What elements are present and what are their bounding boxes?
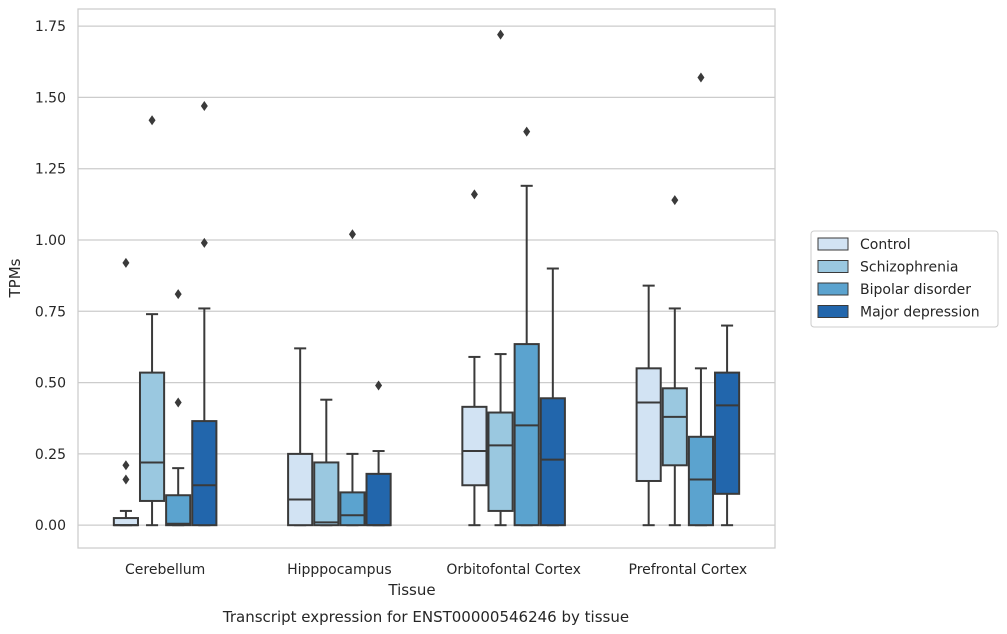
legend-label: Control <box>860 237 911 253</box>
box-body <box>513 343 540 527</box>
box-body <box>714 371 741 495</box>
box-body <box>461 405 488 487</box>
y-tick-label: 1.25 <box>35 162 66 178</box>
box-2-3 <box>539 267 566 527</box>
y-tick-label: 0.25 <box>35 447 66 463</box>
x-tick-labels: Cerebellum Hipppocampus Orbitofontal Corte… <box>125 562 747 578</box>
box-body <box>661 387 688 467</box>
plot-frame <box>77 8 776 549</box>
box-0-0 <box>112 257 139 527</box>
box-2-1 <box>487 29 514 527</box>
y-tick-labels: 0.00 0.25 0.50 0.75 1.00 1.25 1.50 1.75 <box>35 19 66 534</box>
box-2-2 <box>513 126 540 527</box>
legend-items: Control Schizophrenia Bipolar disorder Majo… <box>817 237 980 321</box>
outlier-point <box>375 380 383 391</box>
legend-swatch <box>817 237 849 251</box>
box-body <box>112 517 139 527</box>
x-tick-label: Prefrontal Cortex <box>629 562 748 578</box>
legend-label: Major depression <box>860 305 980 321</box>
box-body <box>138 371 166 502</box>
box-1-1 <box>313 398 340 527</box>
box-1-0 <box>287 347 314 527</box>
box-3-2 <box>687 72 715 527</box>
outlier-point <box>523 126 531 137</box>
box-body <box>687 435 715 527</box>
outlier-point <box>122 460 130 471</box>
legend-swatch <box>817 260 849 273</box>
y-tick-label: 1.75 <box>35 19 66 35</box>
y-tick-label: 0.00 <box>35 518 66 534</box>
outlier-point <box>122 474 130 485</box>
x-axis-label: Tissue <box>387 581 435 599</box>
outlier-point <box>122 257 130 268</box>
box-body <box>287 452 314 527</box>
legend-swatch <box>817 305 849 318</box>
box-body <box>365 472 392 527</box>
outlier-point <box>671 195 679 206</box>
outlier-point <box>200 100 208 111</box>
box-body <box>313 461 340 527</box>
box-1-3 <box>365 380 392 527</box>
legend-swatch <box>817 282 849 296</box>
box-body <box>539 397 566 527</box>
box-3-0 <box>635 284 662 527</box>
box-groups <box>112 29 741 527</box>
box-body <box>165 494 192 527</box>
outlier-point <box>174 397 182 408</box>
box-3-1 <box>661 195 688 527</box>
box-0-3 <box>191 100 218 527</box>
legend-label: Schizophrenia <box>860 260 958 276</box>
legend-label: Bipolar disorder <box>860 282 971 298</box>
legend-frame <box>810 230 999 328</box>
chart-caption: Transcript expression for ENST0000054624… <box>222 608 629 626</box>
box-body <box>487 411 514 512</box>
box-body <box>339 491 366 527</box>
outlier-point <box>697 72 705 83</box>
outlier-point <box>174 289 182 300</box>
box-2-0 <box>461 189 488 527</box>
outlier-point <box>497 29 505 40</box>
box-0-1 <box>138 115 166 527</box>
outlier-point <box>148 115 156 126</box>
y-tick-label: 0.75 <box>35 304 66 320</box>
box-3-3 <box>714 324 741 527</box>
outlier-point <box>470 189 478 200</box>
y-axis-label: TPMs <box>6 258 24 298</box>
x-tick-label: Hipppocampus <box>287 562 392 578</box>
x-tick-label: Cerebellum <box>125 562 205 578</box>
outlier-point <box>348 229 356 240</box>
box-1-2 <box>339 229 366 527</box>
legend: Control Schizophrenia Bipolar disorder Majo… <box>810 230 999 328</box>
y-tick-label: 1.50 <box>35 90 66 106</box>
y-tick-label: 0.50 <box>35 376 66 392</box>
box-body <box>191 420 218 527</box>
outlier-point <box>200 237 208 248</box>
box-0-2 <box>165 289 192 527</box>
x-tick-label: Orbitofontal Cortex <box>446 562 581 578</box>
y-tick-label: 1.00 <box>35 233 66 249</box>
box-body <box>635 367 662 482</box>
